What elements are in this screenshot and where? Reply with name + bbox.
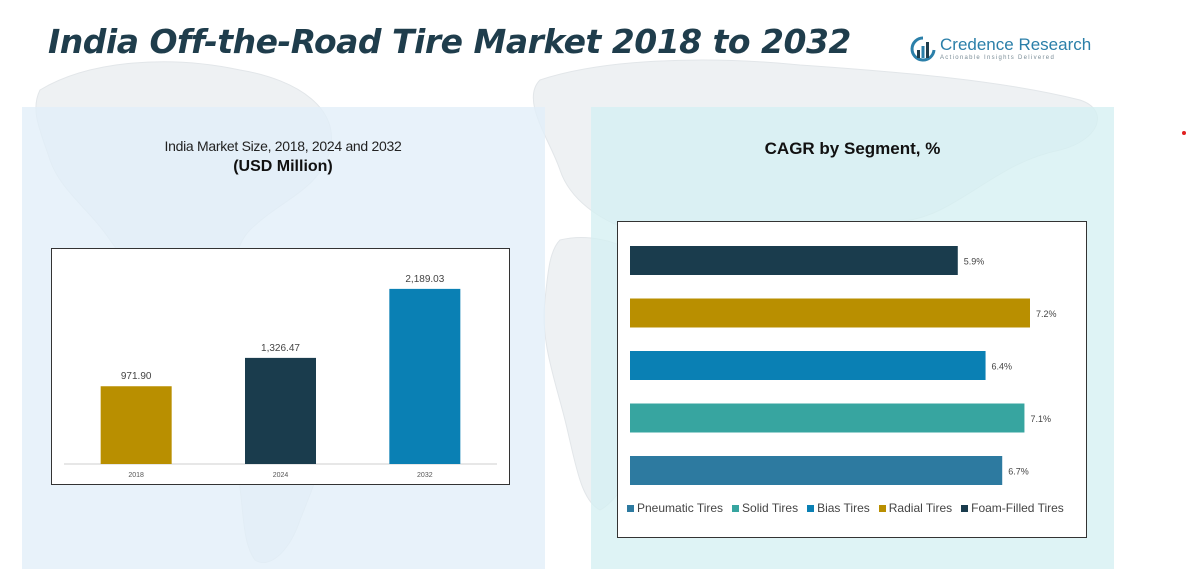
legend-item-solid-tires: Solid Tires [732,501,798,515]
legend-swatch [732,504,740,512]
cagr-legend: Pneumatic Tires Solid Tires Bias Tires Radi… [627,501,1064,515]
market-size-chart: 971.90 2018 1,326.47 2024 2,189.03 2032 [51,248,510,485]
hbar-value-label-solid-tires: 7.1% [1030,414,1051,424]
hbar-bias-tires [630,351,986,380]
legend-item-pneumatic-tires: Pneumatic Tires [627,501,723,515]
hbar-pneumatic-tires [630,456,1003,485]
market-size-bar-svg: 971.90 2018 1,326.47 2024 2,189.03 2032 [64,274,497,479]
market-size-subtitle: India Market Size, 2018, 2024 and 2032 [164,138,402,154]
legend-swatch [961,504,969,512]
brand-name-part2: Research [1013,35,1092,54]
x-tick-label-2032: 2032 [417,472,433,479]
credence-logo-icon [910,36,936,62]
bar-value-label-2032: 2,189.03 [405,274,444,285]
legend-swatch [627,504,634,512]
hbar-value-label-radial-tires: 7.2% [1036,309,1057,319]
x-tick-label-2024: 2024 [273,472,289,479]
page-title: India Off-the-Road Tire Market 2018 to 2… [48,22,851,61]
cagr-chart-title: CAGR by Segment, % [764,139,941,158]
legend-item-radial-tires: Radial Tires [878,501,953,515]
bar-value-label-2024: 1,326.47 [261,343,300,354]
brand-name: Credence Research [940,35,1091,55]
bar-value-label-2018: 971.90 [121,371,152,382]
legend-swatch [807,504,815,512]
bar-2024 [245,357,316,464]
bar-2032 [389,288,461,464]
hbar-radial-tires [630,298,1030,328]
legend-label: Solid Tires [742,501,799,515]
x-tick-label-2018: 2018 [128,472,144,479]
hbar-value-label-pneumatic-tires: 6.7% [1008,467,1029,477]
legend-item-foam-filled-tires: Foam-Filled Tires [961,501,1064,515]
legend-item-bias-tires: Bias Tires [807,501,870,515]
hbar-value-label-bias-tires: 6.4% [992,362,1013,372]
hbar-value-label-foam-filled-tires: 5.9% [964,257,985,267]
legend-label: Bias Tires [817,501,870,515]
hbar-solid-tires [630,403,1025,433]
cagr-chart: 5.9% 7.2% 6.4% 7.1% 6.7% [617,221,1087,538]
legend-swatch [878,504,886,512]
red-dot-marker [1182,131,1186,135]
bar-2018 [100,386,172,464]
market-size-unit: (USD Million) [233,158,333,175]
legend-label: Radial Tires [888,501,953,515]
legend-label: Pneumatic Tires [637,501,724,515]
brand-logo: Credence Research Actionable Insights De… [910,34,1110,66]
brand-tagline: Actionable Insights Delivered [940,55,1056,61]
cagr-bar-svg: 5.9% 7.2% 6.4% 7.1% 6.7% [630,246,1057,485]
brand-name-part1: Credence [940,35,1014,54]
legend-label: Foam-Filled Tires [971,501,1064,515]
hbar-foam-filled-tires [630,246,958,275]
